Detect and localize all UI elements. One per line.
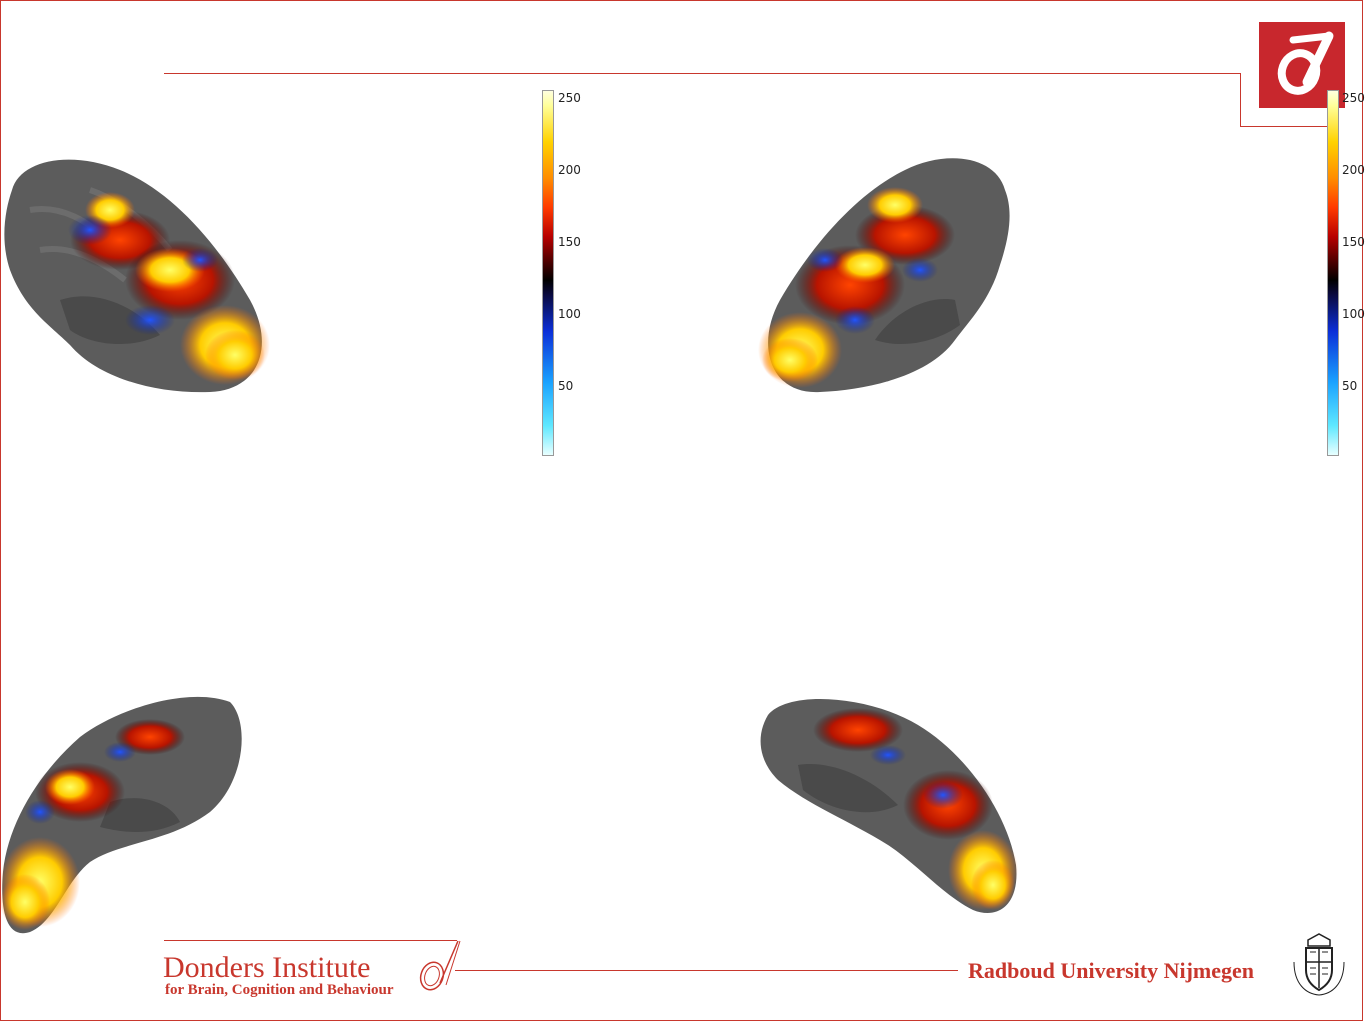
colorbar-left-tick: 50 <box>558 379 574 393</box>
radboud-seal-icon <box>1293 933 1345 996</box>
brain-surface-top-right <box>755 150 1025 400</box>
university-name: Radboud University Nijmegen <box>968 958 1255 983</box>
brain-surface-top-left <box>0 150 280 400</box>
colorbar-right <box>1327 90 1339 456</box>
institute-name: Donders Institute <box>163 951 371 984</box>
colorbar-left-tick: 200 <box>558 163 581 177</box>
institute-subtitle: for Brain, Cognition and Behaviour <box>165 982 394 998</box>
colorbar-right-tick: 50 <box>1342 379 1358 393</box>
header-rule <box>164 73 1241 74</box>
colorbar-right-tick: 100 <box>1342 307 1365 321</box>
colorbar-right-tick: 200 <box>1342 163 1365 177</box>
footer-rule-middle <box>455 970 958 971</box>
brain-surface-bottom-right <box>758 695 1023 920</box>
header-rule-end <box>1240 126 1332 127</box>
footer-rule-top <box>164 940 457 941</box>
colorbar-left <box>542 90 554 456</box>
colorbar-right-tick: 150 <box>1342 235 1365 249</box>
colorbar-left-tick: 100 <box>558 307 581 321</box>
donders-glyph-icon <box>419 940 461 991</box>
header-rule-drop <box>1240 73 1241 127</box>
colorbar-right-tick: 250 <box>1342 91 1365 105</box>
brain-surface-bottom-left <box>0 692 250 937</box>
colorbar-left-tick: 250 <box>558 91 581 105</box>
colorbar-left-tick: 150 <box>558 235 581 249</box>
